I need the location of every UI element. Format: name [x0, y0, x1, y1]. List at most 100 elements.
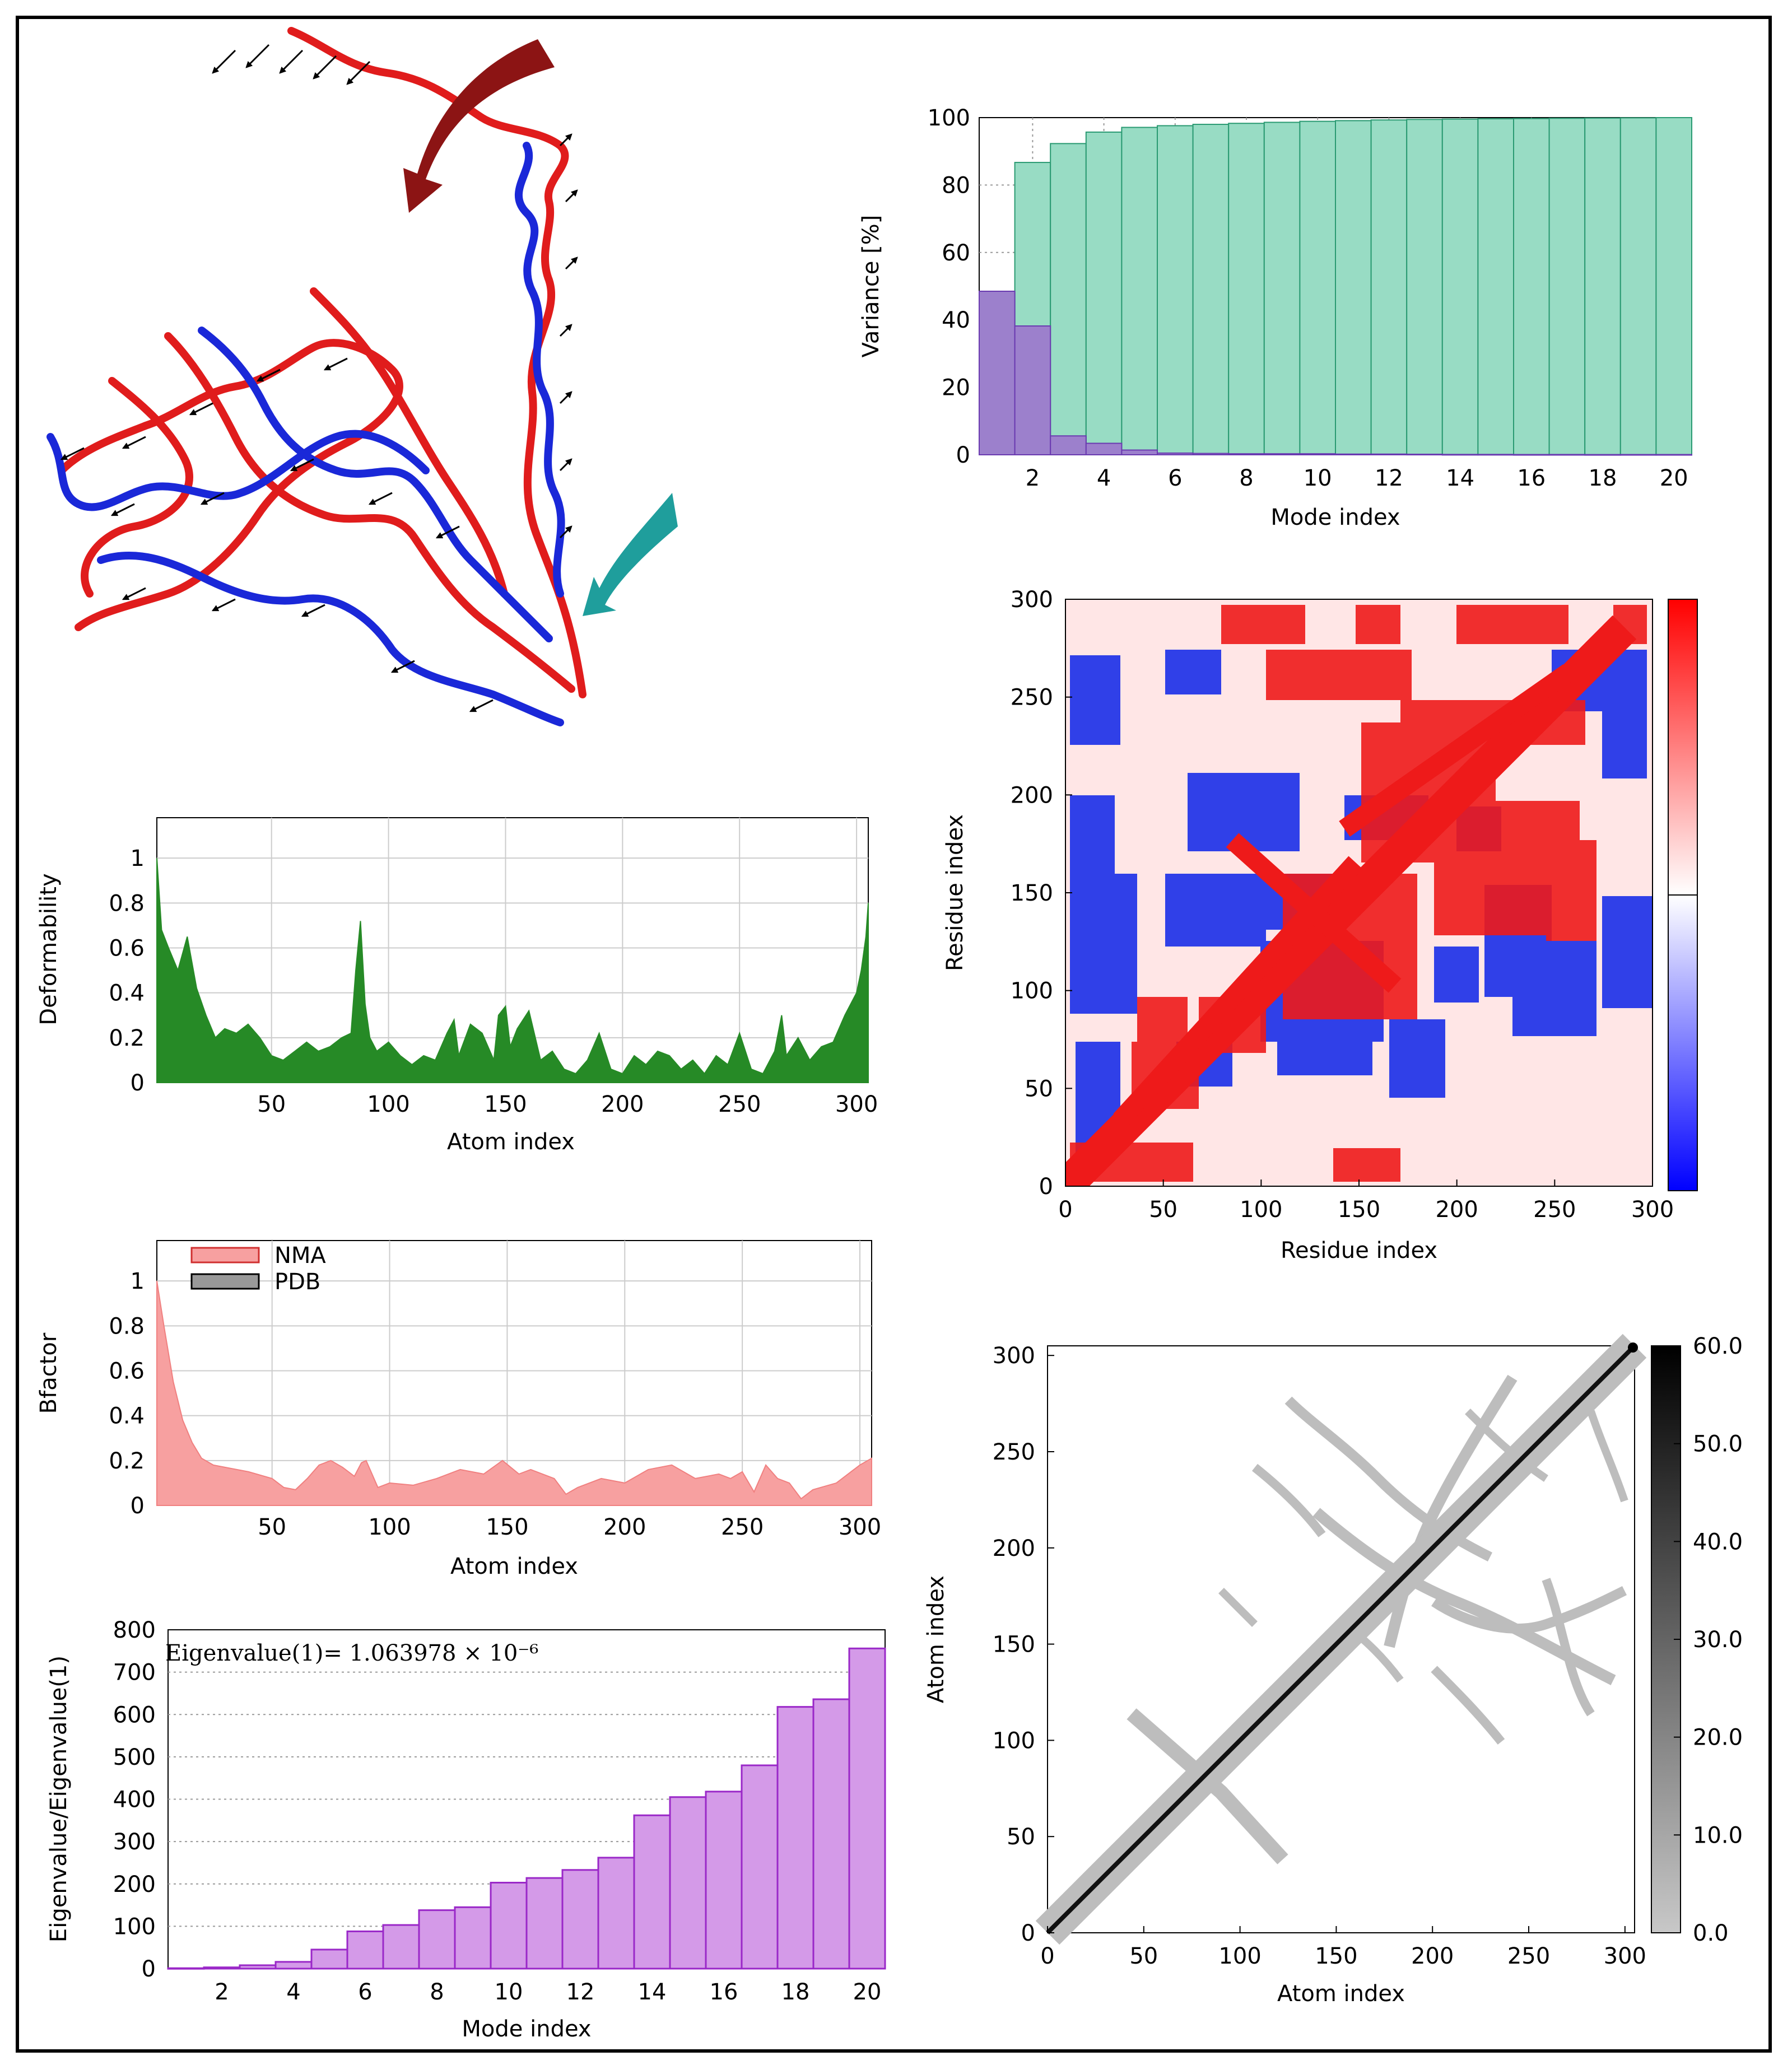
eigenvalue-bar [346, 1930, 384, 1970]
covariance-ytick-label: 0 [1039, 1174, 1053, 1200]
variance-bar-cumulative [1335, 120, 1372, 455]
covariance-xlabel: Residue index [1281, 1238, 1437, 1264]
deformability-xlabel: Atom index [447, 1129, 575, 1155]
elastic-contacts [1127, 1374, 1628, 1864]
variance-bar-individual [1228, 453, 1265, 455]
elastic-ytick-label: 250 [993, 1439, 1035, 1465]
eigenvalue-xtick-label: 10 [495, 1979, 523, 2005]
variance-xtick-label: 16 [1517, 465, 1546, 491]
deformability-xtick-label: 200 [601, 1092, 644, 1117]
bfactor-series [156, 1281, 872, 1506]
variance-ytick-label: 0 [956, 442, 970, 468]
variance-bar-cumulative [1157, 125, 1194, 455]
eigenvalue-bar [812, 1698, 850, 1970]
covariance-diagonal [1065, 615, 1637, 1186]
eigenvalue-ytick-label: 800 [113, 1617, 156, 1643]
variance-bar-individual [1441, 454, 1479, 456]
elastic-colorbar-label: 10.0 [1693, 1822, 1743, 1848]
eigenvalue-ytick-label: 400 [113, 1787, 156, 1813]
variance-bar-individual [1299, 453, 1336, 455]
protein-backbone-blue [46, 142, 565, 726]
eigenvalue-ytick-label: 100 [113, 1914, 156, 1940]
elastic-xlabel: Atom index [1277, 1981, 1405, 2007]
eigenvalue-bar [418, 1909, 456, 1970]
bfactor-ytick-label: 1 [131, 1269, 145, 1294]
variance-bar-individual [1121, 449, 1158, 456]
elastic-ytick-label: 100 [993, 1728, 1035, 1754]
eigenvalue-bar [597, 1857, 635, 1970]
eigenvalue-bar [167, 1967, 205, 1970]
variance-bar-individual [1370, 453, 1408, 456]
elastic-diagonal [1046, 1344, 1636, 1934]
eigenvalue-xlabel: Mode index [462, 2016, 591, 2042]
bfactor-ytick-label: 0.8 [109, 1313, 145, 1339]
variance-axes: 0 20 40 60 80 100 2 4 6 8 10 12 14 16 18 20 [928, 105, 1688, 491]
elastic-axes: 0 50 100 150 200 250 300 0 50 100 150 200 250 300 0.0 1… [993, 1334, 1743, 1969]
eigenvalue-bar [239, 1964, 277, 1970]
elastic-ytick-label: 300 [993, 1343, 1035, 1369]
eigenvalue-ytick-label: 0 [142, 1956, 156, 1982]
covariance-axes: 0 50 100 150 200 250 300 0 50 100 150 200 250 300 [1011, 587, 1674, 1223]
variance-ytick-label: 20 [942, 375, 970, 401]
eigenvalue-xtick-label: 6 [358, 1979, 372, 2005]
covariance-ytick-label: 300 [1011, 587, 1053, 613]
elastic-ytick-label: 50 [1007, 1824, 1035, 1850]
bfactor-xtick-label: 250 [721, 1514, 764, 1540]
eigenvalue-bar [561, 1869, 599, 1970]
eigenvalue-ytick-label: 700 [113, 1660, 156, 1686]
variance-bar-cumulative [1370, 119, 1408, 456]
variance-xtick-label: 2 [1026, 465, 1040, 491]
eigenvalue-bar [669, 1796, 707, 1970]
variance-bar-individual [1335, 453, 1372, 456]
bfactor-gridlines [157, 1241, 872, 1505]
motion-arrow-dark-red [403, 39, 555, 213]
eigenvalue-xtick-label: 16 [710, 1979, 738, 2005]
variance-xtick-label: 10 [1304, 465, 1332, 491]
variance-bar-cumulative [1619, 117, 1657, 456]
elastic-colorbar-label: 20.0 [1693, 1725, 1743, 1751]
deformability-ytick-label: 0.6 [109, 935, 145, 961]
eigenvalue-axes: 0 100 200 300 400 500 600 700 800 2 4 6 8 10 12 14 16 18 2… [113, 1617, 882, 2005]
deformability-gridlines [157, 818, 868, 1083]
covariance-pattern [1065, 599, 1653, 1186]
elastic-colorbar-label: 60.0 [1693, 1334, 1743, 1359]
protein-structure [46, 27, 678, 726]
variance-bar-cumulative [1513, 118, 1550, 455]
protein-backbone-red [58, 27, 587, 698]
deformability-ytick-label: 0.8 [109, 891, 145, 916]
eigenvalue-ylabel: Eigenvalue/Eigenvalue(1) [46, 1656, 72, 1942]
variance-bar-cumulative [1121, 127, 1158, 455]
variance-xtick-label: 14 [1446, 465, 1474, 491]
deformability-ytick-label: 0.4 [109, 981, 145, 1006]
covariance-ytick-label: 200 [1011, 782, 1053, 808]
eigenvalue-bars [167, 1647, 886, 1970]
variance-ytick-label: 60 [942, 240, 970, 266]
variance-bar-individual [1157, 452, 1194, 455]
eigenvalue-bar [490, 1881, 528, 1970]
variance-bar-cumulative [1050, 143, 1087, 455]
variance-bar-cumulative [1299, 120, 1336, 455]
eigenvalue-bar [454, 1906, 492, 1970]
covariance-ylabel: Residue index [942, 814, 968, 971]
variance-bar-cumulative [1584, 117, 1621, 456]
deformability-xtick-label: 250 [718, 1092, 761, 1117]
elastic-xtick-label: 200 [1411, 1943, 1454, 1969]
bfactor-ytick-label: 0 [131, 1493, 145, 1519]
elastic-colorbar-label: 50.0 [1693, 1432, 1743, 1457]
covariance-ytick-label: 50 [1025, 1076, 1053, 1102]
covariance-xtick-label: 250 [1533, 1197, 1576, 1223]
bfactor-xtick-label: 300 [839, 1514, 881, 1540]
eigenvalue-bar [310, 1948, 348, 1970]
variance-bar-cumulative [1655, 117, 1692, 455]
elastic-xtick-label: 250 [1507, 1943, 1550, 1969]
deformability-plot-area [156, 817, 869, 1083]
covariance-blue-regions [1070, 650, 1653, 1154]
variance-bar-individual [1406, 454, 1443, 456]
covariance-antidiagonal [1113, 664, 1574, 1127]
elastic-xtick-label: 0 [1040, 1943, 1054, 1969]
legend-label-pdb: PDB [274, 1269, 320, 1295]
bfactor-ytick-label: 0.4 [109, 1404, 145, 1429]
bfactor-plot-area [156, 1240, 872, 1506]
